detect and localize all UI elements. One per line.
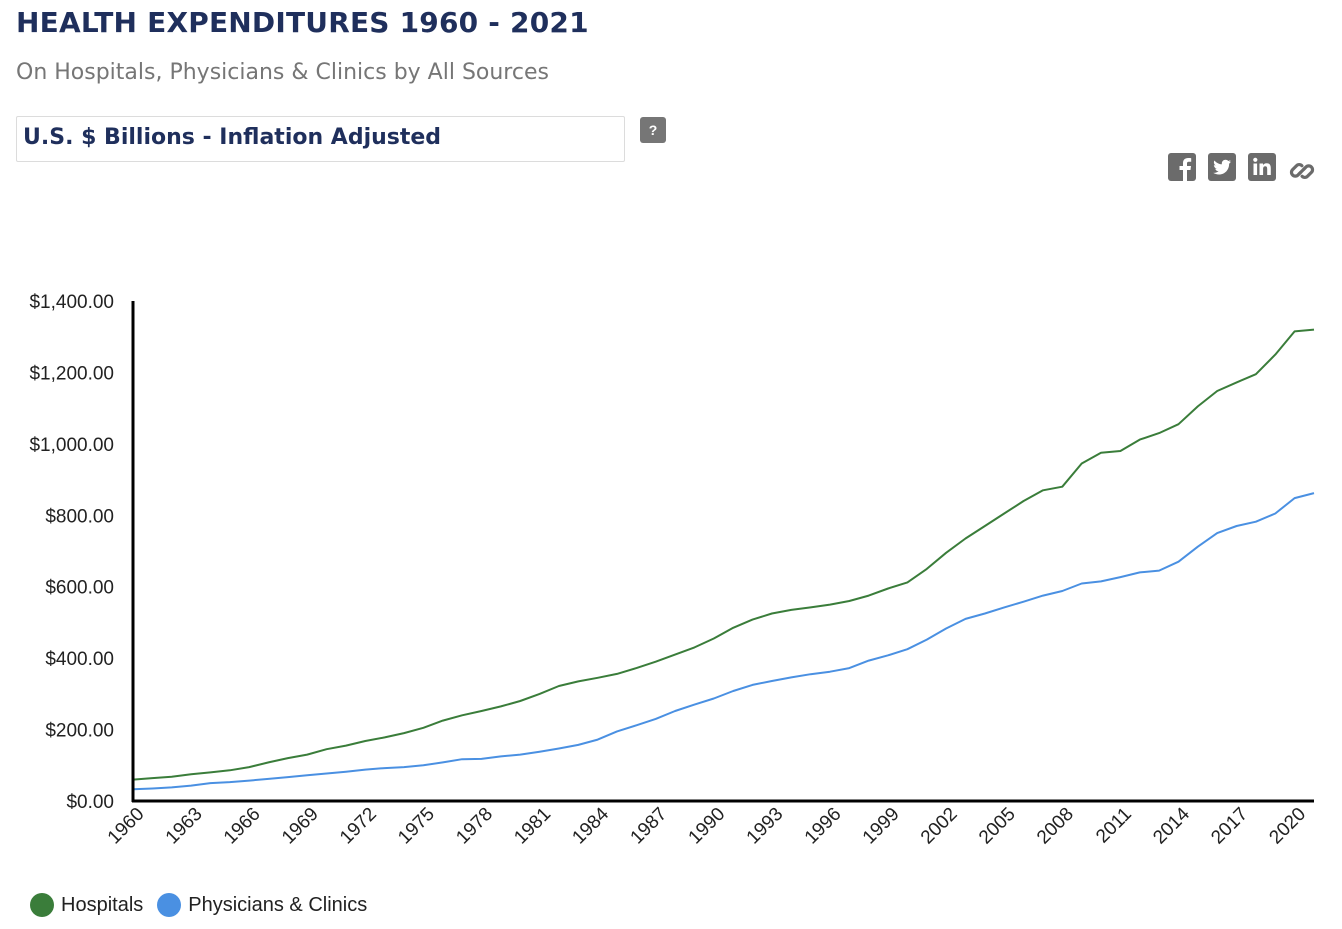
legend-label-physicians-clinics: Physicians & Clinics: [188, 893, 368, 916]
series-line-physicians-clinics[interactable]: [132, 492, 1315, 791]
x-tick-label: 1972: [336, 804, 381, 849]
measure-select[interactable]: U.S. $ Billions - Inflation Adjusted: [16, 116, 625, 162]
legend-label-hospitals: Hospitals: [61, 893, 144, 916]
chart-legend: Hospitals Physicians & Clinics: [30, 893, 381, 917]
series-line-hospitals[interactable]: [132, 328, 1315, 781]
x-tick-label: 1996: [801, 804, 846, 849]
y-tick-label: $800.00: [45, 506, 114, 527]
x-tick-label: 2008: [1033, 804, 1078, 849]
x-tick-label: 1975: [394, 804, 439, 849]
legend-swatch-hospitals: [30, 893, 54, 917]
y-tick-label: $1,200.00: [29, 363, 114, 384]
facebook-icon[interactable]: [1167, 152, 1197, 182]
x-tick-label: 2017: [1207, 804, 1252, 849]
page-subtitle: On Hospitals, Physicians & Clinics by Al…: [16, 60, 549, 85]
legend-swatch-physicians-clinics: [157, 893, 182, 917]
x-tick-label: 2014: [1149, 803, 1194, 848]
x-tick-label: 1978: [452, 804, 497, 849]
x-tick-label: 1963: [162, 804, 207, 849]
legend-item-hospitals[interactable]: Hospitals: [30, 893, 143, 917]
twitter-icon[interactable]: [1207, 152, 1237, 182]
x-tick-label: 1993: [743, 804, 788, 849]
x-tick-label: 1990: [685, 804, 730, 849]
y-tick-label: $0.00: [66, 792, 114, 813]
y-tick-label: $200.00: [45, 721, 114, 742]
x-tick-label: 1999: [859, 804, 904, 849]
legend-item-physicians-clinics[interactable]: Physicians & Clinics: [157, 893, 367, 917]
x-tick-label: 1966: [220, 804, 265, 849]
page-title: HEALTH EXPENDITURES 1960 - 2021: [16, 6, 589, 39]
y-tick-label: $400.00: [45, 649, 114, 670]
help-button[interactable]: ?: [640, 117, 666, 143]
x-tick-label: 2011: [1092, 804, 1136, 848]
x-tick-label: 1987: [627, 804, 672, 849]
x-tick-label: 2002: [917, 804, 962, 849]
y-tick-label: $1,400.00: [29, 292, 114, 313]
x-tick-label: 2005: [975, 804, 1020, 849]
x-tick-label: 1984: [568, 803, 613, 848]
y-tick-label: $600.00: [45, 578, 114, 599]
y-tick-label: $1,000.00: [29, 435, 114, 456]
link-icon[interactable]: [1287, 156, 1317, 186]
x-tick-label: 2020: [1265, 804, 1310, 849]
x-tick-label: 1969: [278, 804, 323, 849]
linkedin-icon[interactable]: [1247, 152, 1277, 182]
x-tick-label: 1981: [510, 804, 555, 849]
